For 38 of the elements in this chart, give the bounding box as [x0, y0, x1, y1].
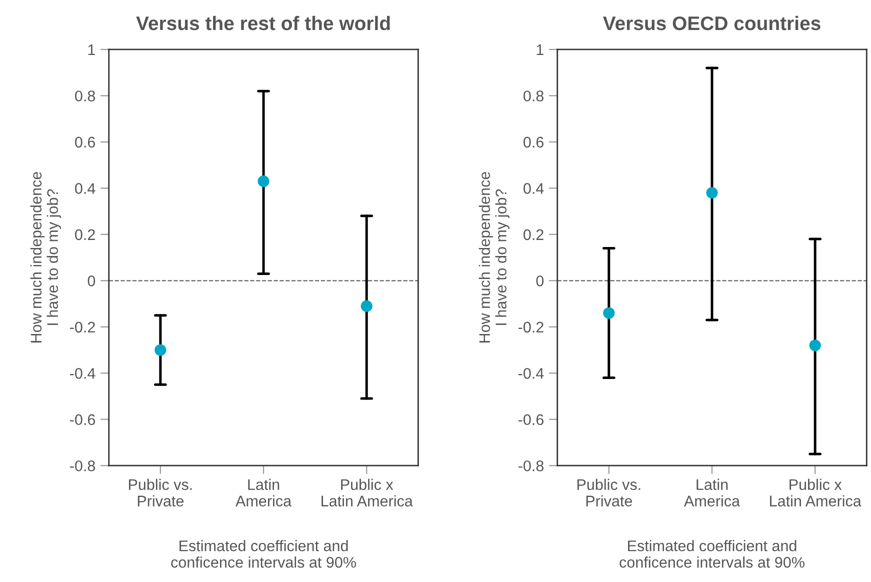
y-tick-label: -0.6	[518, 414, 544, 426]
y-tick-label: 0.4	[524, 183, 544, 194]
y-tick-label: -0.4	[70, 368, 96, 379]
point	[809, 340, 821, 352]
chart-title: Versus the rest of the world	[136, 16, 390, 30]
point	[706, 186, 718, 199]
x-tick-label: Public x Latin America	[322, 478, 413, 506]
y-tick-label: 0.6	[75, 136, 96, 148]
y-tick-label: 0.8	[524, 90, 544, 102]
y-tick-label: -0.6	[70, 414, 96, 426]
y-axis-title: How much independence I have to do my job?	[30, 172, 62, 342]
x-tick-label: Latin America	[684, 478, 740, 506]
point	[258, 175, 270, 188]
x-tick-label: Public vs. Private	[128, 478, 192, 506]
point	[603, 307, 615, 319]
y-tick-label: 1	[536, 44, 544, 56]
y-tick-label: -0.4	[518, 368, 544, 379]
y-tick-label: 0	[88, 276, 96, 286]
y-tick-label: 0.2	[75, 229, 95, 240]
y-tick-label: 0.4	[75, 183, 96, 194]
chart-title: Versus OECD countries	[602, 16, 820, 30]
y-tick-label: 0	[536, 276, 544, 286]
x-axis-title: Estimated coefficient and conficence intervals at 90%	[171, 540, 356, 568]
point	[360, 300, 372, 312]
y-tick-label: 0.6	[524, 136, 544, 148]
y-tick-label: -0.2	[70, 322, 95, 333]
y-tick-label: -0.8	[70, 460, 96, 472]
x-axis-title: Estimated coefficient and conficence intervals at 90%	[620, 540, 804, 568]
x-tick-label: Public vs. Private	[577, 478, 640, 506]
y-tick-label: -0.8	[518, 460, 544, 472]
y-tick-label: 0.2	[524, 229, 544, 240]
y-tick-label: 0.8	[75, 90, 96, 102]
point	[154, 344, 166, 356]
y-axis-title: How much independence I have to do my job?	[478, 172, 510, 342]
y-tick-label: -0.2	[518, 322, 544, 333]
y-tick-label: 1	[88, 44, 95, 56]
x-tick-label: Latin America	[236, 478, 292, 506]
x-tick-label: Public x Latin America	[770, 478, 862, 506]
